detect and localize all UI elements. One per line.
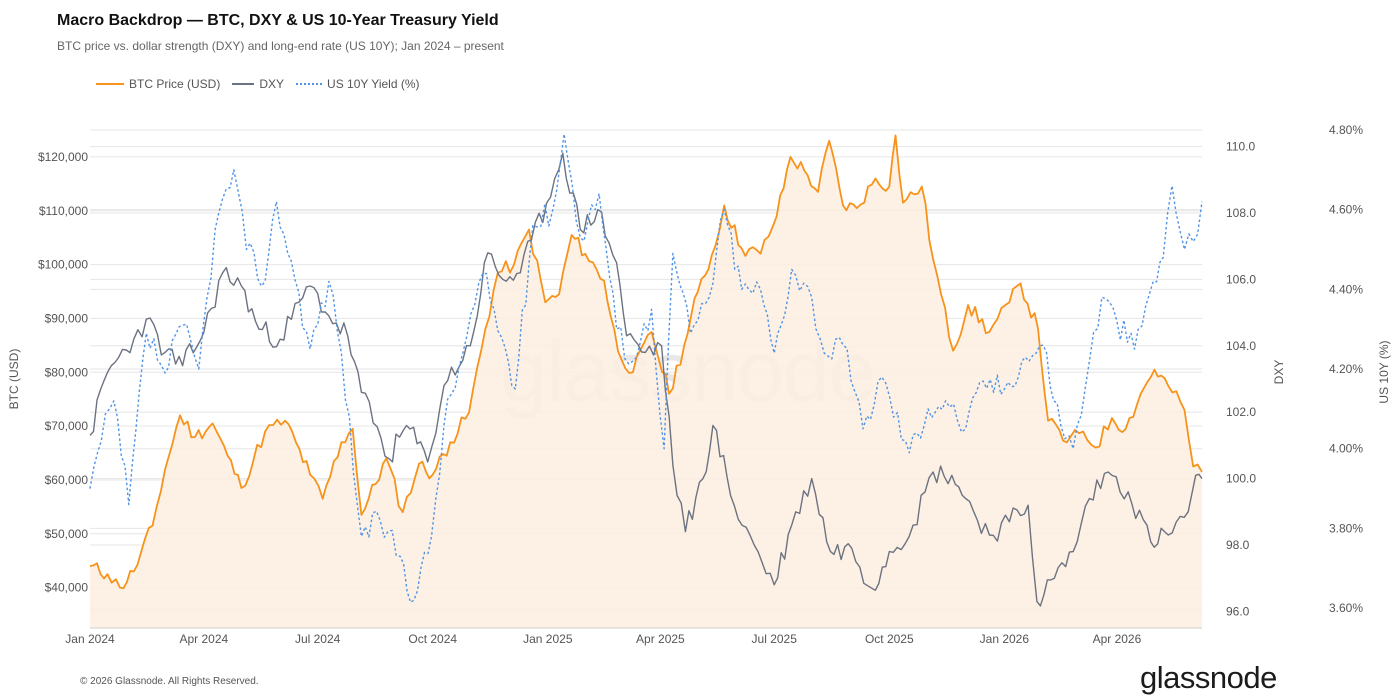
- copyright-footer: © 2026 Glassnode. All Rights Reserved.: [80, 676, 259, 687]
- y-tick-dxy-1: 98.0: [1226, 538, 1250, 552]
- y-tick-dxy-5: 106.0: [1226, 272, 1256, 286]
- y-tick-dxy-6: 108.0: [1226, 206, 1256, 220]
- y-tick-yield-1: 3.80%: [1329, 521, 1363, 535]
- y-tick-yield-5: 4.60%: [1329, 203, 1363, 217]
- series-line-btc[interactable]: [89, 134, 1203, 590]
- legend-swatch-dxy: [232, 83, 255, 85]
- y-tick-btc-1: $50,000: [45, 527, 89, 541]
- x-tick-0: Jan 2024: [65, 632, 115, 646]
- glassnode-logo[interactable]: glassnode: [1140, 660, 1277, 695]
- y-tick-btc-3: $70,000: [45, 419, 89, 433]
- x-tick-7: Oct 2025: [865, 632, 914, 646]
- y-tick-btc-4: $80,000: [45, 365, 89, 379]
- y-tick-dxy-4: 104.0: [1226, 339, 1256, 353]
- btc-area-fill: [90, 135, 1202, 628]
- series-line-layer: [89, 133, 1203, 607]
- y-tick-btc-2: $60,000: [45, 473, 89, 487]
- y-axis-title-btc: BTC (USD): [7, 349, 21, 410]
- y-tick-yield-2: 4.00%: [1329, 442, 1363, 456]
- x-tick-1: Apr 2024: [179, 632, 228, 646]
- y-tick-dxy-2: 100.0: [1226, 472, 1256, 486]
- btc-area-layer: [90, 135, 1202, 628]
- x-tick-8: Jan 2026: [980, 632, 1030, 646]
- legend-item-btc[interactable]: BTC Price (USD): [96, 77, 220, 91]
- legend-label-dxy: DXY: [259, 77, 285, 91]
- x-tick-3: Oct 2024: [408, 632, 457, 646]
- axis-layer: $40,000 $50,000 $60,000 $70,000 $80,000 $90,0…: [7, 123, 1391, 646]
- y-tick-btc-8: $120,000: [38, 150, 88, 164]
- y-axis-title-yield: US 10Y (%): [1377, 340, 1391, 403]
- y-tick-btc-7: $110,000: [39, 204, 88, 218]
- y-tick-dxy-3: 102.0: [1226, 405, 1256, 419]
- legend-swatch-yield: [296, 83, 323, 85]
- legend-label-btc: BTC Price (USD): [129, 77, 221, 91]
- x-tick-6: Jul 2025: [752, 632, 798, 646]
- y-tick-yield-4: 4.40%: [1329, 282, 1363, 296]
- y-tick-btc-5: $90,000: [45, 311, 89, 325]
- y-tick-dxy-7: 110.0: [1226, 140, 1255, 154]
- x-tick-4: Jan 2025: [523, 632, 573, 646]
- chart-subtitle: BTC price vs. dollar strength (DXY) and …: [57, 39, 504, 53]
- y-axis-title-dxy: DXY: [1272, 360, 1286, 385]
- legend-swatch-btc: [96, 83, 124, 85]
- y-tick-btc-0: $40,000: [45, 581, 89, 595]
- y-tick-yield-3: 4.20%: [1329, 362, 1363, 376]
- legend-item-yield[interactable]: US 10Y Yield (%): [296, 77, 420, 91]
- chart-title: Macro Backdrop — BTC, DXY & US 10-Year T…: [57, 12, 499, 29]
- series-line-dxy[interactable]: [89, 152, 1203, 607]
- legend-item-dxy[interactable]: DXY: [232, 77, 284, 91]
- y-tick-dxy-0: 96.0: [1226, 604, 1250, 618]
- legend: BTC Price (USD) DXY US 10Y Yield (%): [96, 77, 420, 91]
- y-tick-yield-6: 4.80%: [1329, 123, 1363, 137]
- y-tick-yield-0: 3.60%: [1329, 601, 1363, 615]
- legend-label-yield: US 10Y Yield (%): [327, 77, 420, 91]
- x-tick-5: Apr 2025: [636, 632, 685, 646]
- y-tick-btc-6: $100,000: [38, 258, 88, 272]
- x-tick-9: Apr 2026: [1093, 632, 1142, 646]
- x-tick-2: Jul 2024: [295, 632, 341, 646]
